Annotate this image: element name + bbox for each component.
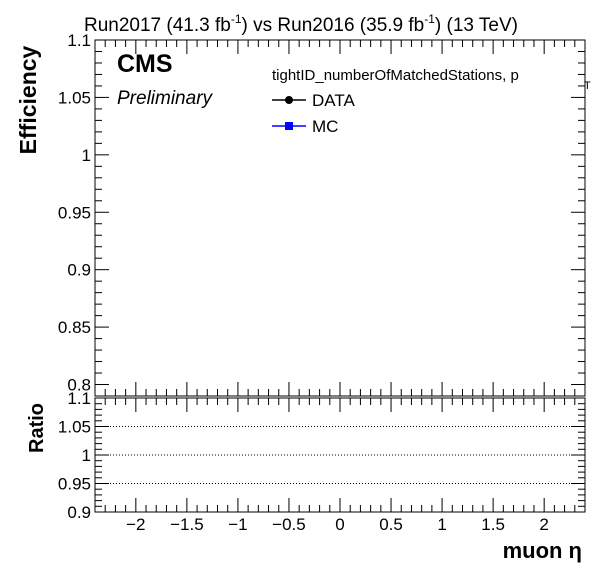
ratio-y-tick-label: 0.9 [67,503,91,522]
ratio-y-tick-labels: 0.9 0.95 1 1.05 1.1 [58,389,91,522]
ratio-reference-lines [95,426,585,484]
preliminary-label: Preliminary [117,88,214,109]
legend: tightID_numberOfMatchedStations, p T DATA… [272,67,591,136]
y-tick-label: 0.9 [67,261,91,280]
header-run-a: Run2017 (41.3 fb [84,15,231,36]
x-tick-label: 0 [335,515,344,534]
main-y-axis-title: Efficiency [15,45,41,154]
x-tick-label: 1.5 [481,515,505,534]
x-tick-label: −1.5 [170,515,204,534]
header-exp-a: -1 [231,12,242,26]
main-y-tick-labels: 0.8 0.85 0.9 0.95 1 1.05 1.1 [58,31,91,395]
legend-data-marker [285,96,293,104]
ratio-y-axis-title: Ratio [26,403,48,453]
x-tick-label: 1 [437,515,446,534]
x-tick-labels: −2 −1.5 −1 −0.5 0 0.5 1 1.5 2 [126,515,549,534]
ratio-y-tick-label: 1.05 [58,418,91,437]
ratio-panel-frame [94,397,586,513]
y-tick-label: 1.05 [58,88,91,107]
ratio-y-tick-label: 1.1 [67,389,91,408]
legend-title: tightID_numberOfMatchedStations, p T [272,67,591,92]
ratio-panel-ticks [94,397,586,513]
legend-mc-marker [285,122,293,130]
plot-header: Run2017 (41.3 fb-1) vs Run2016 (35.9 fb-… [84,12,518,36]
main-panel-ticks [94,39,586,397]
header-exp-b: -1 [424,12,435,26]
legend-title-text: tightID_numberOfMatchedStations, p [272,67,519,84]
y-tick-label: 0.95 [58,203,91,222]
x-tick-label: −0.5 [272,515,306,534]
cms-label: CMS [117,50,173,78]
legend-data-label: DATA [312,91,355,110]
ratio-y-tick-label: 1 [82,446,91,465]
x-axis-title: muon η [503,538,582,563]
x-tick-label: −2 [126,515,145,534]
x-tick-label: 0.5 [379,515,403,534]
y-tick-label: 0.85 [58,318,91,337]
ratio-y-tick-label: 0.95 [58,475,91,494]
legend-title-sub: T [584,80,591,92]
legend-mc-label: MC [312,117,338,136]
header-mid: ) vs Run2016 (35.9 fb [242,15,425,36]
y-tick-label: 0.8 [67,376,91,395]
y-tick-label: 1.1 [67,31,91,50]
x-tick-label: 2 [539,515,548,534]
y-tick-label: 1 [82,146,91,165]
header-tail: ) (13 TeV) [435,15,518,36]
x-tick-label: −1 [228,515,247,534]
